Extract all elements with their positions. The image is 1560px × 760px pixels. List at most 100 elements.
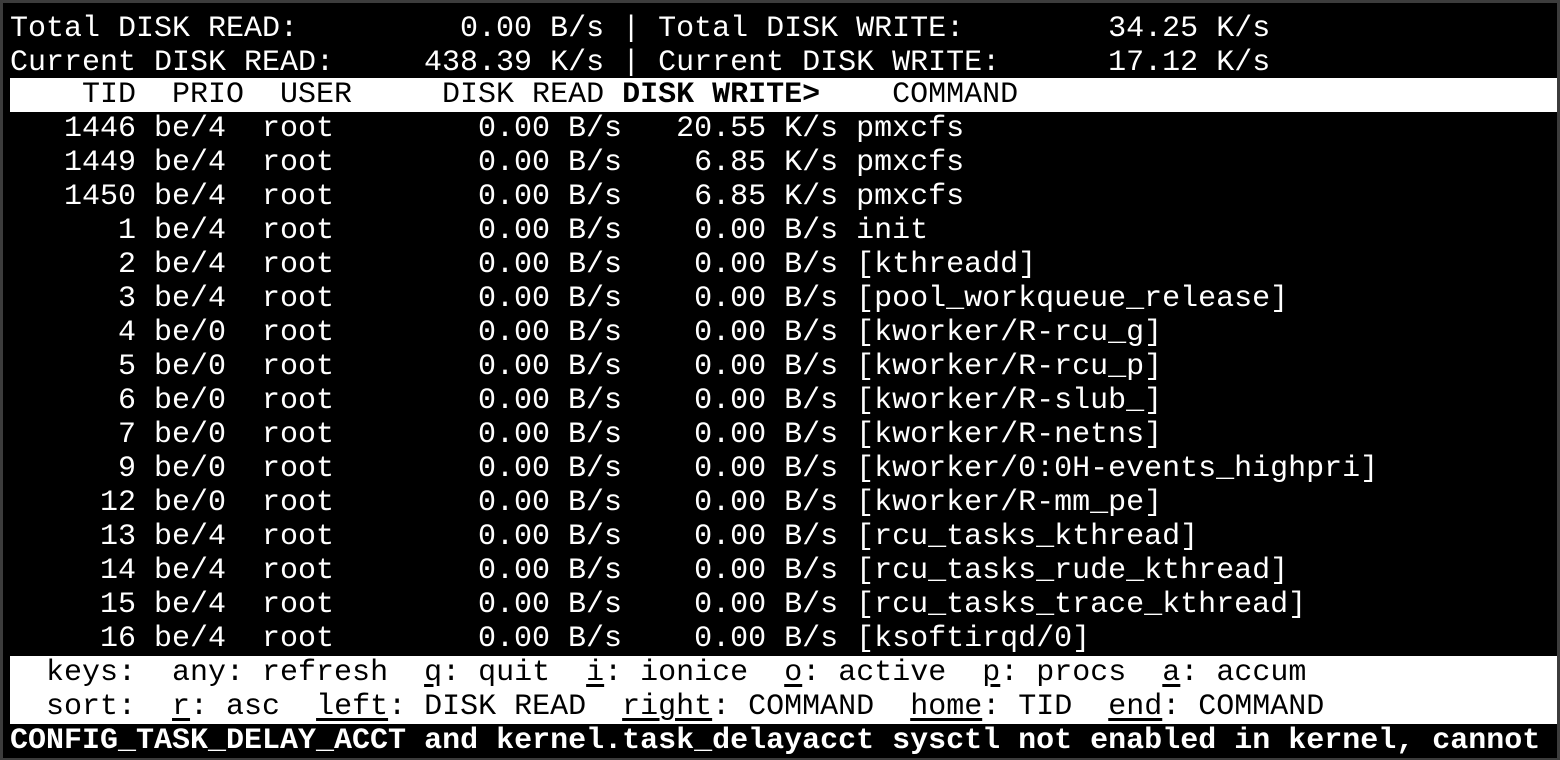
separator: |	[622, 46, 641, 80]
row-command: [kthreadd]	[856, 248, 1037, 282]
col-prio[interactable]: PRIO	[172, 78, 245, 112]
row-read: 0.00 B/s	[478, 384, 623, 418]
row-write: 6.85 K/s	[694, 180, 839, 214]
process-row[interactable]: 15 be/4 root 0.00 B/s 0.00 B/s [rcu_tasks_tra…	[10, 588, 1557, 622]
row-user: root	[262, 520, 335, 554]
key-name: q	[424, 656, 443, 690]
row-command: [ksoftirqd/0]	[856, 622, 1091, 656]
row-command: init	[856, 214, 929, 248]
process-row[interactable]: 5 be/0 root 0.00 B/s 0.00 B/s [kworker/R-rcu_…	[10, 350, 1557, 384]
row-user: root	[262, 316, 335, 350]
total-read-label: Total DISK READ:	[10, 12, 299, 46]
key-description: refresh	[262, 656, 389, 690]
key-colon: :	[1180, 656, 1217, 690]
col-disk-read[interactable]: DISK READ	[442, 78, 605, 112]
row-write: 0.00 B/s	[694, 214, 839, 248]
sort-hint-r: r: asc	[172, 690, 280, 724]
key-colon: :	[388, 690, 425, 724]
total-io-line: Total DISK READ: 0.00 B/s | Total DISK WR…	[10, 12, 1557, 46]
row-user: root	[262, 180, 335, 214]
col-user[interactable]: USER	[280, 78, 353, 112]
row-user: root	[262, 146, 335, 180]
row-command: [rcu_tasks_kthread]	[856, 520, 1199, 554]
process-row[interactable]: 7 be/0 root 0.00 B/s 0.00 B/s [kworker/R-netn…	[10, 418, 1557, 452]
key-name: left	[316, 690, 389, 724]
key-name: a	[1162, 656, 1181, 690]
row-write: 0.00 B/s	[694, 316, 839, 350]
row-write: 0.00 B/s	[694, 520, 839, 554]
key-description: active	[838, 656, 947, 690]
key-name: right	[622, 690, 713, 724]
key-name: p	[982, 656, 1001, 690]
row-command: [pool_workqueue_release]	[856, 282, 1289, 316]
process-row[interactable]: 6 be/0 root 0.00 B/s 0.00 B/s [kworker/R-slub…	[10, 384, 1557, 418]
process-row[interactable]: 14 be/4 root 0.00 B/s 0.00 B/s [rcu_tasks_rud…	[10, 554, 1557, 588]
row-tid: 1	[118, 214, 137, 248]
row-write: 0.00 B/s	[694, 588, 839, 622]
key-description: ionice	[640, 656, 749, 690]
sort-label: sort:	[46, 690, 137, 724]
row-command: pmxcfs	[856, 180, 965, 214]
col-command[interactable]: COMMAND	[892, 78, 1019, 112]
row-tid: 6	[118, 384, 137, 418]
row-prio: be/4	[154, 520, 227, 554]
current-io-line: Current DISK READ: 438.39 K/s | Current D…	[10, 46, 1557, 80]
process-row[interactable]: 4 be/0 root 0.00 B/s 0.00 B/s [kworker/R-rcu_…	[10, 316, 1557, 350]
process-row[interactable]: 1450 be/4 root 0.00 B/s 6.85 K/s pmxcfs	[10, 180, 1557, 214]
row-write: 0.00 B/s	[694, 384, 839, 418]
row-user: root	[262, 622, 335, 656]
col-disk-write[interactable]: DISK WRITE>	[622, 78, 821, 112]
row-write: 0.00 B/s	[694, 452, 839, 486]
process-row[interactable]: 1449 be/4 root 0.00 B/s 6.85 K/s pmxcfs	[10, 146, 1557, 180]
row-tid: 1450	[64, 180, 137, 214]
row-prio: be/4	[154, 146, 227, 180]
key-colon: :	[190, 690, 227, 724]
process-row[interactable]: 1446 be/4 root 0.00 B/s 20.55 K/s pmxcfs	[10, 112, 1557, 146]
row-prio: be/0	[154, 418, 227, 452]
process-row[interactable]: 12 be/0 root 0.00 B/s 0.00 B/s [kworker/R-mm_…	[10, 486, 1557, 520]
key-name: o	[784, 656, 803, 690]
key-description: quit	[478, 656, 551, 690]
sort-hint-left: left: DISK READ	[316, 690, 586, 724]
row-user: root	[262, 486, 335, 520]
key-colon: :	[442, 656, 479, 690]
row-read: 0.00 B/s	[478, 214, 623, 248]
row-command: [rcu_tasks_trace_kthread]	[856, 588, 1307, 622]
sort-hint-end: end: COMMAND	[1108, 690, 1324, 724]
row-tid: 15	[100, 588, 137, 622]
row-tid: 13	[100, 520, 137, 554]
row-tid: 16	[100, 622, 137, 656]
row-tid: 9	[118, 452, 137, 486]
row-command: pmxcfs	[856, 146, 965, 180]
process-row[interactable]: 13 be/4 root 0.00 B/s 0.00 B/s [rcu_tasks_kth…	[10, 520, 1557, 554]
total-write-value: 34.25 K/s	[1108, 12, 1271, 46]
key-description: DISK READ	[424, 690, 587, 724]
row-prio: be/0	[154, 350, 227, 384]
row-read: 0.00 B/s	[478, 452, 623, 486]
row-command: [kworker/0:0H-events_highpri]	[856, 452, 1379, 486]
process-row[interactable]: 16 be/4 root 0.00 B/s 0.00 B/s [ksoftirqd/0]	[10, 622, 1557, 656]
process-row[interactable]: 1 be/4 root 0.00 B/s 0.00 B/s init	[10, 214, 1557, 248]
process-row[interactable]: 3 be/4 root 0.00 B/s 0.00 B/s [pool_workqueue…	[10, 282, 1557, 316]
keys-hint-p: p: procs	[982, 656, 1126, 690]
col-tid[interactable]: TID	[82, 78, 137, 112]
keys-hint-any: any: refresh	[172, 656, 388, 690]
process-row[interactable]: 2 be/4 root 0.00 B/s 0.00 B/s [kthreadd]	[10, 248, 1557, 282]
row-prio: be/4	[154, 180, 227, 214]
row-user: root	[262, 384, 335, 418]
key-colon: :	[1162, 690, 1199, 724]
row-read: 0.00 B/s	[478, 554, 623, 588]
row-prio: be/4	[154, 282, 227, 316]
row-command: [kworker/R-netns]	[856, 418, 1163, 452]
key-name: r	[172, 690, 191, 724]
column-header: TID PRIO USER DISK READ DISK WRITE> COMMAND	[10, 78, 1557, 112]
terminal-window: Total DISK READ: 0.00 B/s | Total DISK WR…	[3, 3, 1557, 758]
row-write: 0.00 B/s	[694, 554, 839, 588]
row-write: 0.00 B/s	[694, 418, 839, 452]
total-read-value: 0.00 B/s	[460, 12, 605, 46]
row-prio: be/4	[154, 112, 227, 146]
row-tid: 3	[118, 282, 137, 316]
row-user: root	[262, 350, 335, 384]
process-row[interactable]: 9 be/0 root 0.00 B/s 0.00 B/s [kworker/0:0H-e…	[10, 452, 1557, 486]
key-name: any	[172, 656, 227, 690]
